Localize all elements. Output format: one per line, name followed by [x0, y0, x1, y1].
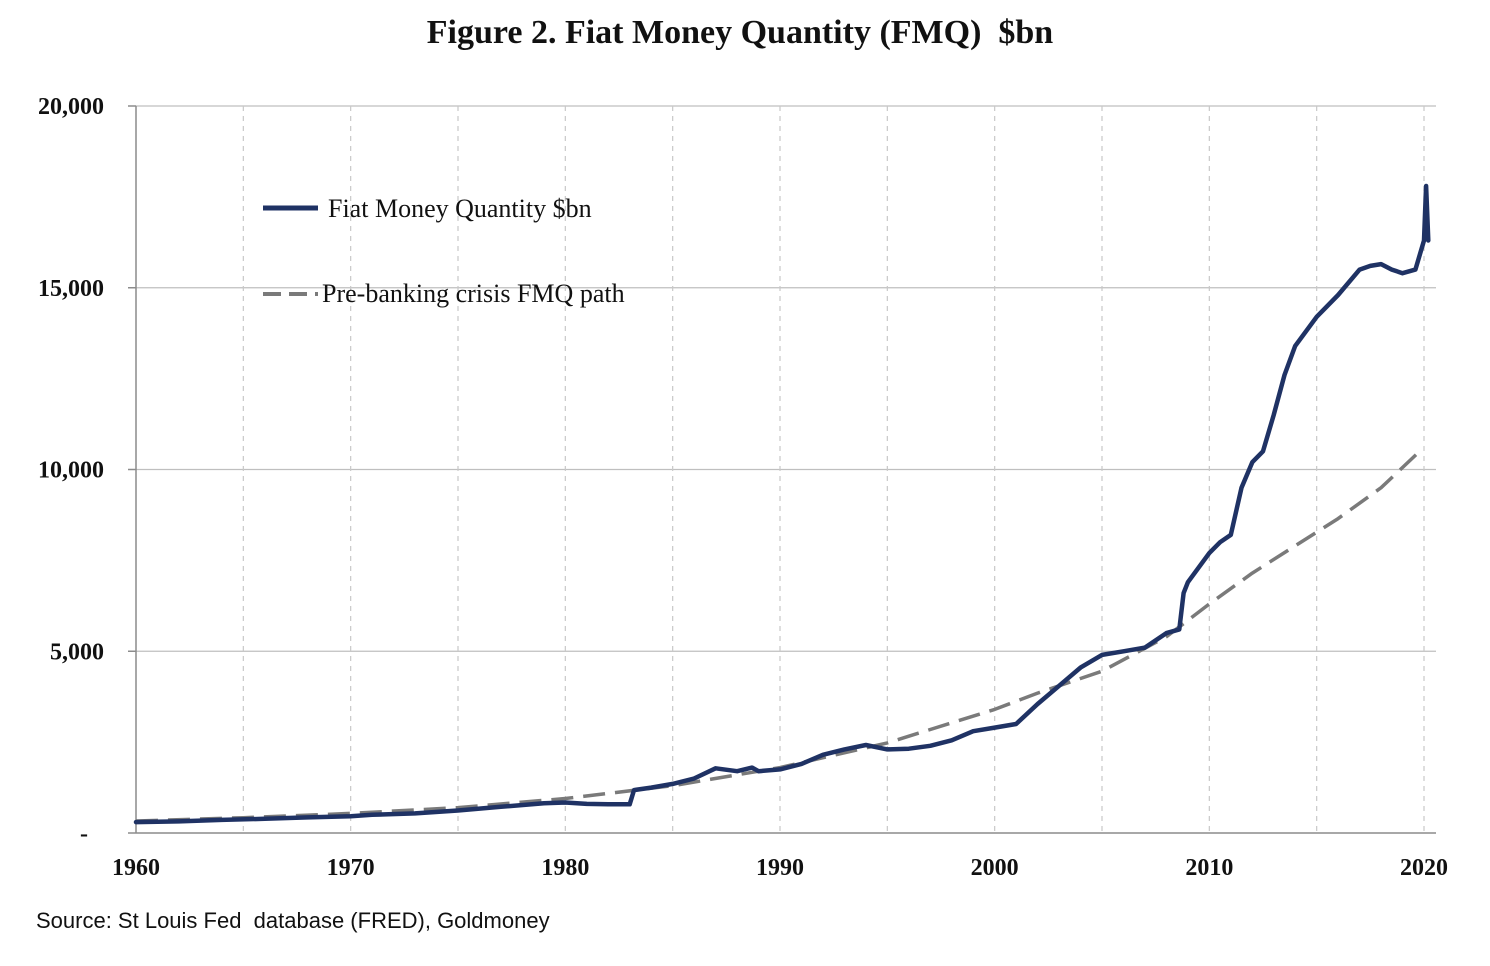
- y-tick-label: 5,000: [50, 639, 104, 665]
- x-tick-label: 2010: [1185, 855, 1233, 881]
- legend-label-fmq: Fiat Money Quantity $bn: [328, 194, 592, 223]
- axes: [128, 105, 1436, 834]
- y-tick-label: -: [80, 821, 88, 847]
- series-line-pre-crisis-path: [135, 450, 1421, 823]
- source-note: Source: St Louis Fed database (FRED), Go…: [36, 908, 550, 933]
- x-tick-label: 1960: [112, 855, 160, 881]
- horizontal-gridlines: [136, 105, 1436, 652]
- chart-title: Figure 2. Fiat Money Quantity (FMQ) $bn: [426, 14, 1054, 51]
- y-tick-label: 15,000: [38, 276, 104, 302]
- x-tick-label: 1970: [327, 855, 375, 881]
- series-lines: [133, 183, 1431, 825]
- y-tick-label: 20,000: [38, 94, 104, 120]
- x-tick-label: 2000: [971, 855, 1019, 881]
- series-line-fmq: [133, 183, 1431, 825]
- y-axis-tick-labels: - 5,000 10,000 15,000 20,000: [38, 94, 104, 847]
- legend-label-pre-crisis: Pre-banking crisis FMQ path: [322, 279, 625, 308]
- x-tick-label: 1990: [756, 855, 804, 881]
- legend: Fiat Money Quantity $bn Pre-banking cris…: [263, 194, 625, 308]
- x-axis-tick-labels: 1960 1970 1980 1990 2000 2010 2020: [112, 855, 1448, 881]
- y-tick-label: 10,000: [38, 458, 104, 484]
- x-tick-label: 2020: [1400, 855, 1448, 881]
- x-tick-label: 1980: [541, 855, 589, 881]
